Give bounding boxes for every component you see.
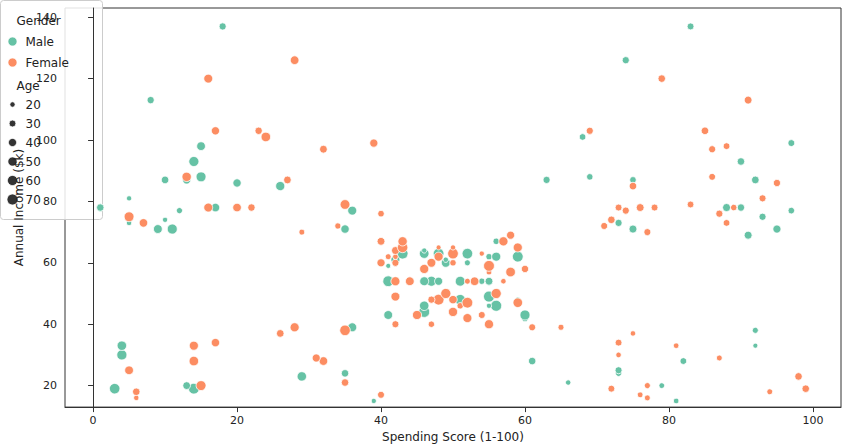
svg-text:80: 80	[43, 195, 57, 208]
svg-text:50: 50	[26, 155, 41, 169]
svg-text:Male: Male	[26, 35, 54, 49]
svg-text:100: 100	[36, 134, 57, 147]
svg-text:120: 120	[36, 72, 57, 85]
svg-text:80: 80	[662, 414, 676, 427]
svg-text:20: 20	[26, 98, 41, 112]
svg-text:Spending Score (1-100): Spending Score (1-100)	[382, 430, 524, 444]
svg-text:40: 40	[43, 318, 57, 331]
svg-text:Age: Age	[16, 78, 40, 93]
svg-text:100: 100	[802, 414, 823, 427]
svg-text:40: 40	[25, 135, 41, 150]
svg-text:70: 70	[26, 193, 41, 207]
svg-text:40: 40	[374, 414, 388, 427]
svg-text:60: 60	[518, 414, 532, 427]
svg-text:Annual Income ($k): Annual Income ($k)	[12, 149, 26, 266]
svg-text:140: 140	[36, 11, 57, 24]
svg-text:60: 60	[43, 256, 57, 269]
svg-text:Female: Female	[26, 56, 69, 70]
svg-text:20: 20	[43, 379, 57, 392]
svg-text:30: 30	[26, 117, 41, 131]
svg-text:60: 60	[26, 174, 41, 188]
svg-text:20: 20	[230, 414, 244, 427]
svg-text:0: 0	[90, 414, 97, 427]
